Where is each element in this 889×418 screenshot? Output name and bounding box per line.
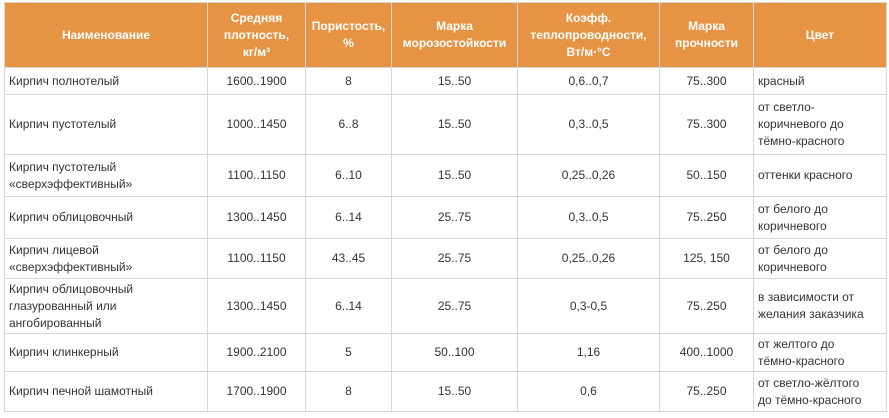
cell-thermal-conductivity: 0,25..0,26	[517, 238, 660, 279]
cell-porosity: 8	[305, 67, 392, 95]
table-row: Кирпич облицовочный 1300..1450 6..14 25..75…	[4, 196, 887, 239]
header-frost-resistance: Марка морозостойкости	[391, 2, 518, 68]
cell-porosity: 6..14	[305, 278, 392, 334]
header-porosity: Пористость, %	[305, 2, 392, 68]
header-color: Цвет	[753, 2, 887, 68]
cell-name: Кирпич клинкерный	[4, 333, 208, 372]
cell-name: Кирпич печной шамотный	[4, 371, 208, 412]
table-row: Кирпич печной шамотный 1700..1900 8 15..50 0…	[4, 371, 887, 412]
cell-name: Кирпич полнотелый	[4, 67, 208, 95]
cell-strength: 75..250	[659, 196, 754, 239]
cell-density: 1100..1150	[207, 154, 306, 197]
cell-color: оттенки красного	[753, 154, 887, 197]
cell-color: от светло- коричневого до тёмно-красного	[753, 94, 887, 155]
cell-density: 1000..1450	[207, 94, 306, 155]
cell-porosity: 43..45	[305, 238, 392, 279]
header-name: Наименование	[4, 2, 208, 68]
table-row: Кирпич облицовочный глазурованный или ан…	[4, 278, 887, 334]
table-row: Кирпич пустотелый «сверхэффективный» 1100…	[4, 154, 887, 197]
cell-density: 1100..1150	[207, 238, 306, 279]
cell-density: 1900..2100	[207, 333, 306, 372]
bricks-properties-table: Наименование Средняя плотность, кг/м³ По…	[4, 2, 887, 412]
cell-frost-resistance: 50..100	[391, 333, 518, 372]
table-row: Кирпич полнотелый 1600..1900 8 15..50 0,6..0…	[4, 67, 887, 95]
table-row: Кирпич клинкерный 1900..2100 5 50..100 1,16 4…	[4, 333, 887, 372]
cell-name: Кирпич облицовочный глазурованный или ан…	[4, 278, 208, 334]
table-header: Наименование Средняя плотность, кг/м³ По…	[4, 2, 887, 68]
cell-color: в зависимости от желания заказчика	[753, 278, 887, 334]
cell-frost-resistance: 15..50	[391, 371, 518, 412]
cell-porosity: 8	[305, 371, 392, 412]
cell-name: Кирпич пустотелый «сверхэффективный»	[4, 154, 208, 197]
cell-porosity: 6..8	[305, 94, 392, 155]
cell-thermal-conductivity: 0,3..0,5	[517, 196, 660, 239]
cell-frost-resistance: 25..75	[391, 278, 518, 334]
cell-thermal-conductivity: 0,6	[517, 371, 660, 412]
cell-thermal-conductivity: 1,16	[517, 333, 660, 372]
cell-density: 1300..1450	[207, 196, 306, 239]
cell-thermal-conductivity: 0,6..0,7	[517, 67, 660, 95]
cell-frost-resistance: 25..75	[391, 238, 518, 279]
cell-thermal-conductivity: 0,3-0,5	[517, 278, 660, 334]
table-row: Кирпич пустотелый 1000..1450 6..8 15..50 0,3…	[4, 94, 887, 155]
cell-name: Кирпич лицевой «сверхэффективный»	[4, 238, 208, 279]
cell-frost-resistance: 15..50	[391, 94, 518, 155]
header-strength: Марка прочности	[659, 2, 754, 68]
cell-color: красный	[753, 67, 887, 95]
table-body: Кирпич полнотелый 1600..1900 8 15..50 0,6..0…	[4, 67, 887, 412]
cell-density: 1300..1450	[207, 278, 306, 334]
cell-frost-resistance: 15..50	[391, 67, 518, 95]
table-row: Кирпич лицевой «сверхэффективный» 1100..1…	[4, 238, 887, 279]
cell-porosity: 6..14	[305, 196, 392, 239]
cell-color: от светло-жёлтого до тёмно-красного	[753, 371, 887, 412]
header-thermal-conductivity: Коэфф. теплопроводности, Вт/м·°С	[517, 2, 660, 68]
cell-density: 1700..1900	[207, 371, 306, 412]
cell-color: от белого до коричневого	[753, 196, 887, 239]
cell-name: Кирпич облицовочный	[4, 196, 208, 239]
cell-color: от белого до коричневого	[753, 238, 887, 279]
cell-strength: 75..250	[659, 278, 754, 334]
cell-strength: 75..300	[659, 94, 754, 155]
cell-strength: 50..150	[659, 154, 754, 197]
cell-thermal-conductivity: 0,25..0,26	[517, 154, 660, 197]
cell-color: от желтого до тёмно-красного	[753, 333, 887, 372]
cell-porosity: 6..10	[305, 154, 392, 197]
cell-frost-resistance: 25..75	[391, 196, 518, 239]
cell-strength: 75..250	[659, 371, 754, 412]
cell-thermal-conductivity: 0,3..0,5	[517, 94, 660, 155]
cell-name: Кирпич пустотелый	[4, 94, 208, 155]
cell-frost-resistance: 15..50	[391, 154, 518, 197]
cell-strength: 400..1000	[659, 333, 754, 372]
cell-strength: 75..300	[659, 67, 754, 95]
header-density: Средняя плотность, кг/м³	[207, 2, 306, 68]
cell-porosity: 5	[305, 333, 392, 372]
cell-density: 1600..1900	[207, 67, 306, 95]
cell-strength: 125, 150	[659, 238, 754, 279]
